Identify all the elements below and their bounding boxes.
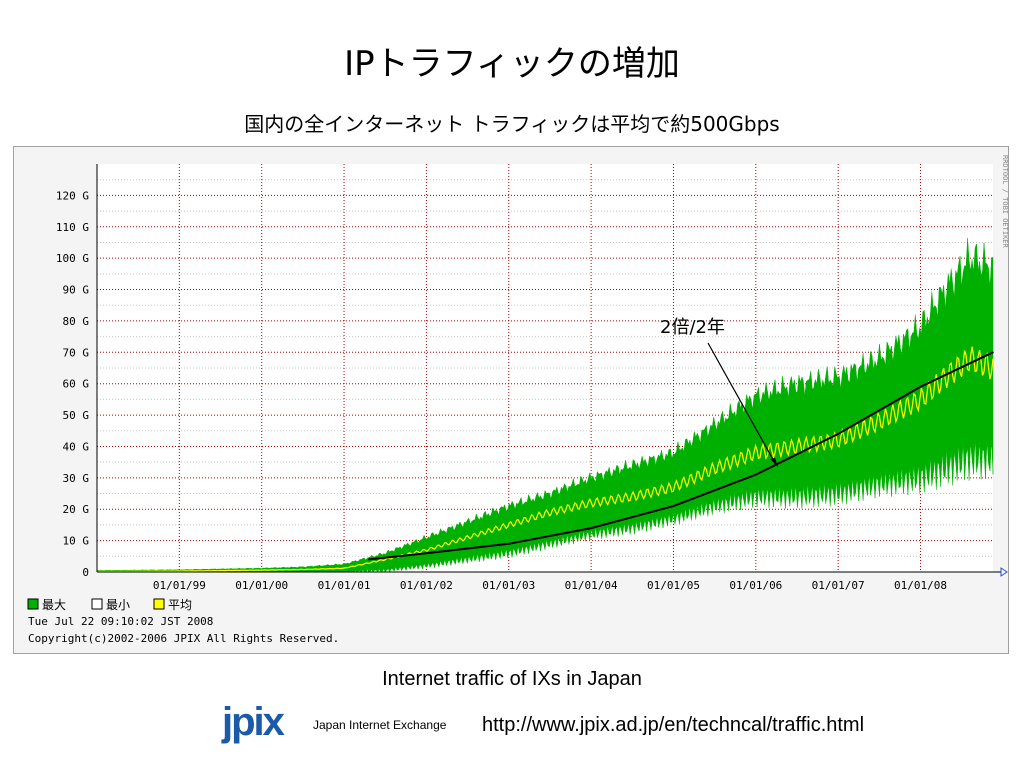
legend-label-max: 最大	[42, 598, 66, 612]
x-tick-label: 01/01/07	[812, 579, 865, 592]
x-tick-label: 01/01/08	[894, 579, 947, 592]
annotation: 2倍/2年	[660, 317, 778, 467]
x-axis-arrow	[1000, 567, 1008, 577]
y-tick-label: 100 G	[56, 252, 89, 265]
annotation-arrow	[707, 342, 776, 464]
annotation-label: 2倍/2年	[660, 317, 725, 338]
trend-point	[425, 552, 428, 554]
y-tick-label: 80 G	[63, 315, 90, 328]
series-max-area	[96, 238, 994, 573]
x-tick-label: 01/01/05	[647, 579, 700, 592]
y-tick-label: 110 G	[56, 221, 89, 234]
x-tick-label: 01/01/99	[153, 579, 206, 592]
y-tick-label: 120 G	[56, 189, 89, 202]
y-tick-label: 50 G	[63, 409, 90, 422]
annotation-arrowhead	[770, 458, 778, 467]
y-tick-label: 90 G	[63, 284, 90, 297]
axis-layer	[96, 164, 1008, 577]
jpix-logo: jpix	[222, 700, 285, 744]
series-layer	[96, 238, 994, 573]
trend-point	[590, 527, 592, 529]
label-layer: 0 10 G 20 G 30 G 40 G 50 G 60 G 70 G 80 G 90 G 100…	[56, 189, 947, 592]
slide-subtitle: 国内の全インターネット トラフィックは平均で約500Gbps	[244, 112, 780, 136]
legend: 最大 最小 平均 Tue Jul 22 09:10:02 JST 2008 Co…	[27, 598, 339, 645]
trend-point	[837, 433, 839, 435]
y-tick-label: 60 G	[63, 378, 90, 391]
jpix-logo-subtext: Japan Internet Exchange	[313, 718, 447, 732]
series-avg-line	[96, 346, 994, 572]
y-tick-label: 70 G	[63, 346, 90, 359]
slide-title: IPトラフィックの増加	[344, 44, 680, 84]
legend-label-avg: 平均	[168, 598, 192, 612]
y-tick-label: 30 G	[63, 472, 90, 485]
x-tick-label: 01/01/02	[400, 579, 453, 592]
x-tick-label: 01/01/00	[235, 579, 288, 592]
chart-caption: Internet traffic of IXs in Japan	[382, 668, 642, 690]
trend-point	[992, 351, 994, 354]
x-tick-label: 01/01/01	[318, 579, 371, 592]
traffic-chart-svg: 0 10 G 20 G 30 G 40 G 50 G 60 G 70 G 80 G 90 G 100…	[27, 155, 1009, 645]
trend-point	[367, 558, 370, 561]
x-tick-label: 01/01/03	[482, 579, 535, 592]
y-tick-label: 10 G	[63, 535, 90, 548]
chart-copyright: Copyright(c)2002-2006 JPIX All Rights Re…	[28, 632, 339, 645]
y-tick-label: 20 G	[63, 503, 90, 516]
source-url[interactable]: http://www.jpix.ad.jp/en/techncal/traffi…	[482, 714, 865, 736]
chart-timestamp: Tue Jul 22 09:10:02 JST 2008	[28, 615, 213, 628]
legend-label-min: 最小	[106, 598, 130, 612]
trend-point	[672, 505, 675, 507]
legend-swatch-min	[91, 598, 103, 610]
y-tick-label: 40 G	[63, 440, 90, 453]
x-tick-label: 01/01/06	[729, 579, 782, 592]
legend-swatch-avg	[153, 598, 165, 610]
trend-point	[507, 542, 510, 545]
x-tick-label: 01/01/04	[565, 579, 618, 592]
trend-point	[755, 473, 757, 476]
y-tick-label: 0	[82, 566, 89, 579]
legend-swatch-max	[27, 598, 39, 610]
side-label: RRDTOOL / TOBI OETIKER	[1001, 155, 1009, 249]
traffic-chart: 0 10 G 20 G 30 G 40 G 50 G 60 G 70 G 80 G 90 G 100…	[13, 146, 1009, 654]
trend-point	[919, 386, 922, 388]
